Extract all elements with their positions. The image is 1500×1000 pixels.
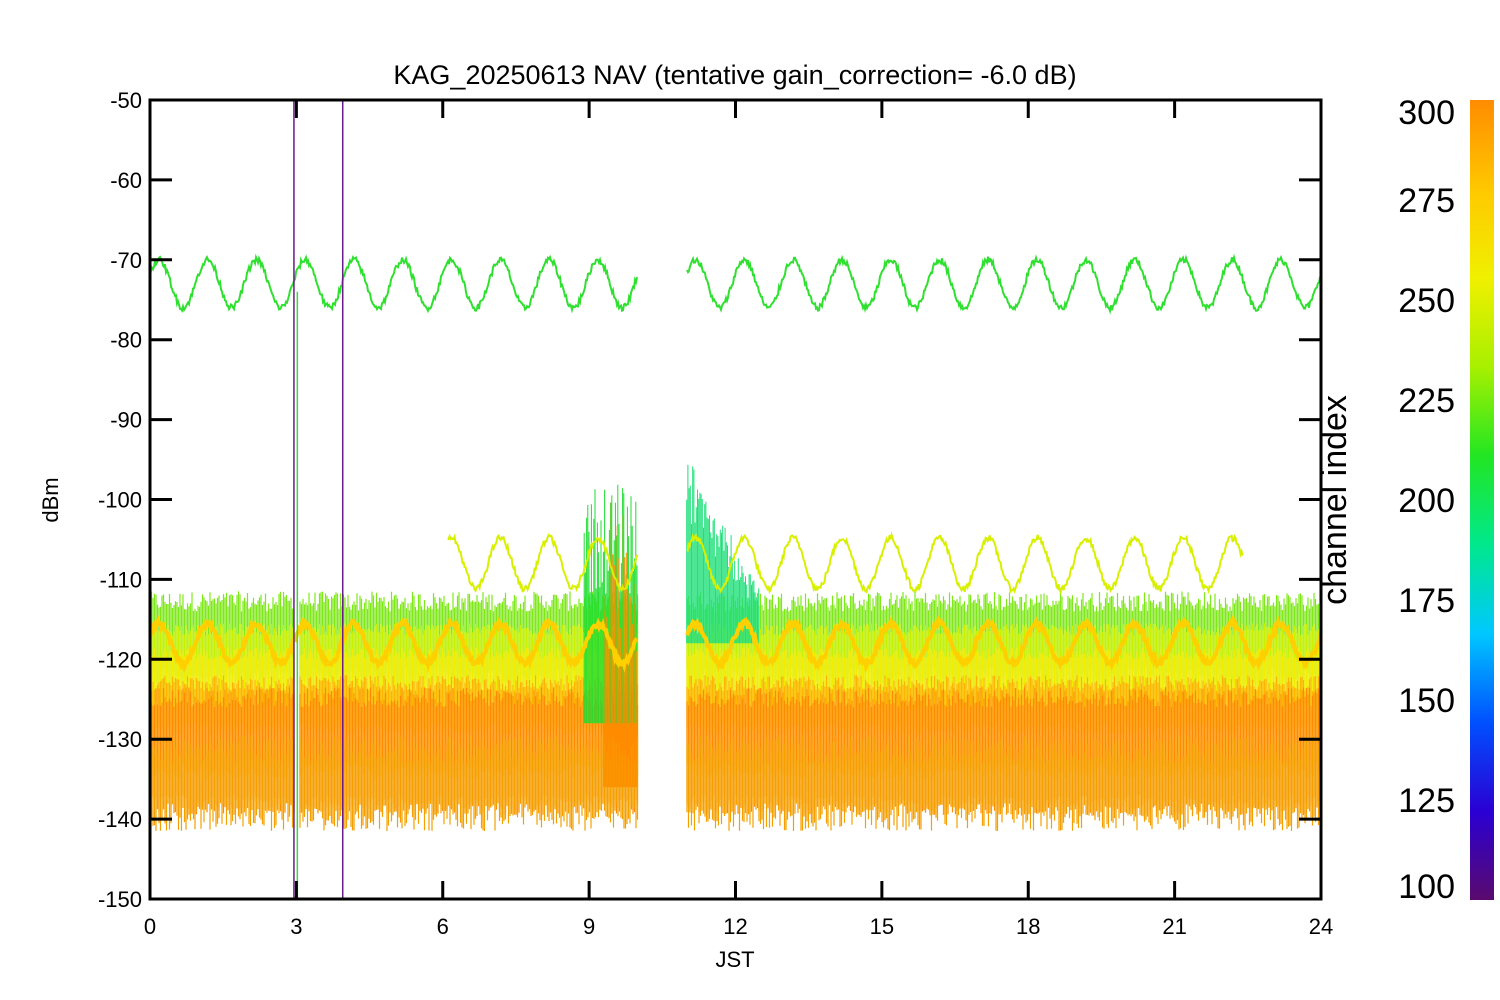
chart-title: KAG_20250613 NAV (tentative gain_correct… bbox=[393, 60, 1076, 90]
colorbar-tick-label: 300 bbox=[1398, 94, 1455, 132]
colorbar-gradient bbox=[1470, 100, 1494, 900]
y-tick-label: -90 bbox=[110, 408, 142, 433]
colorbar-tick-label: 225 bbox=[1398, 382, 1455, 420]
y-tick-label: -110 bbox=[100, 567, 142, 592]
colorbar-tick-label: 275 bbox=[1398, 182, 1455, 220]
colorbar-tick-label: 200 bbox=[1398, 482, 1455, 520]
x-tick-label: 12 bbox=[723, 914, 747, 939]
y-tick-label: -60 bbox=[110, 168, 142, 193]
colorbar-tick-label: 100 bbox=[1398, 868, 1455, 906]
y-tick-label: -80 bbox=[110, 328, 142, 353]
x-tick-label: 15 bbox=[870, 914, 894, 939]
y-tick-label: -130 bbox=[98, 727, 142, 752]
colorbar-tick-label: 250 bbox=[1398, 282, 1455, 320]
series-line-262 bbox=[447, 531, 1244, 595]
x-tick-label: 0 bbox=[144, 914, 156, 939]
plot-area bbox=[150, 100, 1321, 899]
y-tick-label: -150 bbox=[98, 887, 142, 912]
noise-band bbox=[150, 464, 1321, 832]
colorbar-label: channel index bbox=[1316, 395, 1354, 605]
colorbar-tick-label: 175 bbox=[1398, 582, 1455, 620]
series-line-270 bbox=[150, 614, 1321, 674]
x-tick-label: 24 bbox=[1309, 914, 1333, 939]
y-tick-label: -70 bbox=[110, 248, 142, 273]
noise-layer-5 bbox=[150, 735, 1321, 832]
colorbar-tick-label: 150 bbox=[1398, 682, 1455, 720]
colorbar: 300 275 250 225 200 175 150 125 100 channel inde… bbox=[1316, 94, 1494, 906]
colorbar-ticks: 300 275 250 225 200 175 150 125 100 bbox=[1398, 94, 1455, 906]
y-tick-label: -120 bbox=[98, 647, 142, 672]
x-tick-label: 9 bbox=[583, 914, 595, 939]
x-tick-label: 6 bbox=[437, 914, 449, 939]
series-layer bbox=[150, 100, 1321, 899]
series-line-235 bbox=[150, 253, 1321, 315]
x-tick-label: 18 bbox=[1016, 914, 1040, 939]
y-tick-label: -100 bbox=[98, 488, 142, 513]
x-tick-label: 21 bbox=[1162, 914, 1186, 939]
burst-green-noon bbox=[686, 464, 760, 644]
x-tick-label: 3 bbox=[290, 914, 302, 939]
x-axis: 0 3 6 9 12 15 18 21 24 bbox=[144, 100, 1333, 939]
y-axis-label: dBm bbox=[38, 477, 63, 522]
colorbar-tick-label: 125 bbox=[1398, 782, 1455, 820]
y-tick-label: -140 bbox=[98, 807, 142, 832]
y-tick-label: -50 bbox=[110, 88, 142, 113]
y-axis: -50 -60 -70 -80 -90 -100 -110 -120 -130 -140 -150 bbox=[98, 88, 1321, 912]
x-axis-label: JST bbox=[715, 947, 754, 972]
